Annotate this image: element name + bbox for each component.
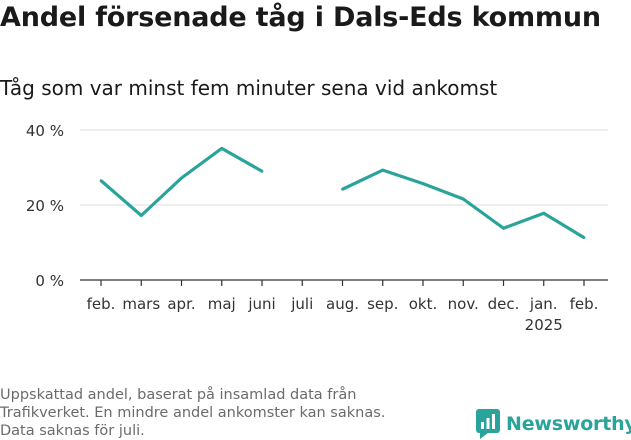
series-layer <box>99 146 586 240</box>
x-tick-label: aug. <box>326 295 359 313</box>
x-tick-label: jan. <box>529 295 558 313</box>
axis-layer <box>80 279 608 286</box>
newsworthy-logo-icon <box>476 409 500 439</box>
data-point <box>542 211 546 215</box>
grid-layer <box>80 129 608 206</box>
data-point <box>461 197 465 201</box>
footnote-line: Uppskattad andel, baserat på insamlad da… <box>0 387 357 403</box>
brand-logo: Newsworthy <box>476 409 631 439</box>
x-tick-label: mars <box>122 295 160 313</box>
y-tick-label: 0 % <box>35 272 64 290</box>
x-tick-label: feb. <box>570 295 599 313</box>
data-point <box>582 236 586 240</box>
footnote-line: Data saknas för juli. <box>0 423 145 439</box>
x-tick-label: feb. <box>87 295 116 313</box>
data-point <box>260 169 264 173</box>
chart-title: Andel försenade tåg i Dals-Eds kommun <box>0 2 601 33</box>
brand-name: Newsworthy <box>506 413 631 435</box>
data-point <box>139 214 143 217</box>
y-tick-label: 20 % <box>26 197 64 215</box>
data-point <box>502 226 505 230</box>
x-tick-label: nov. <box>448 295 479 313</box>
data-point <box>421 182 425 186</box>
x-tick-label: okt. <box>409 295 438 313</box>
data-point <box>341 187 344 191</box>
x-tick-label: juni <box>247 295 275 313</box>
x-tick-sublabel: 2025 <box>525 316 563 334</box>
x-tick-label: dec. <box>488 295 520 313</box>
data-point <box>180 176 183 180</box>
x-tick-label: juli <box>290 295 313 313</box>
y-tick-label: 40 % <box>26 122 64 140</box>
x-tick-label: maj <box>208 295 236 313</box>
footnote: Uppskattad andel, baserat på insamlad da… <box>0 386 440 440</box>
series-line <box>341 168 585 239</box>
data-point <box>99 179 103 183</box>
chart-subtitle: Tåg som var minst fem minuter sena vid a… <box>0 76 498 100</box>
label-layer: 0 % 20 % 40 % feb. mars apr. maj juni juli aug. se… <box>26 122 599 334</box>
data-point <box>220 146 224 150</box>
x-tick-label: sep. <box>367 295 398 313</box>
x-tick-label: apr. <box>167 295 195 313</box>
footnote-line: Trafikverket. En mindre andel ankomster … <box>0 405 386 421</box>
data-point <box>381 168 385 172</box>
